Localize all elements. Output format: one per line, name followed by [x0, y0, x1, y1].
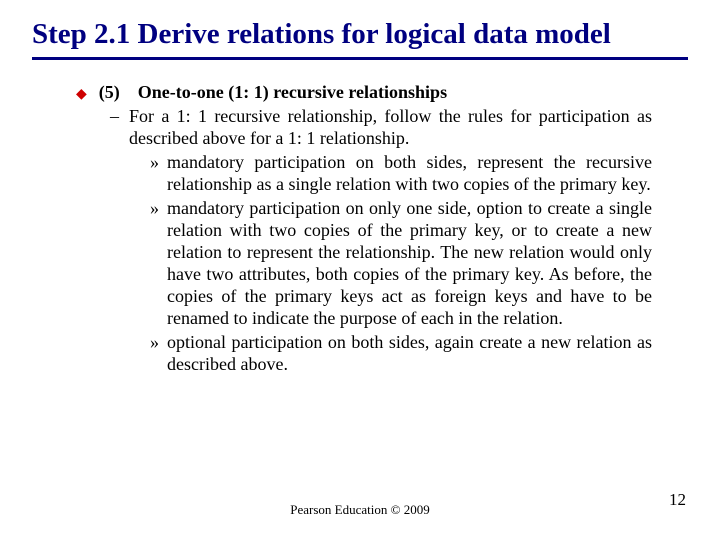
page-number: 12 [669, 490, 686, 510]
raquo-icon: » [150, 332, 159, 376]
item-heading: One-to-one (1: 1) recursive relationship… [138, 82, 447, 102]
title-underline [32, 57, 688, 60]
raquo-icon: » [150, 198, 159, 330]
bullet-level1: ◆ (5) One-to-one (1: 1) recursive relatio… [76, 82, 688, 104]
level3-text: mandatory participation on only one side… [167, 198, 688, 330]
dash-icon: – [110, 106, 119, 150]
level3-text: mandatory participation on both sides, r… [167, 152, 688, 196]
diamond-icon: ◆ [76, 86, 87, 104]
item-number: (5) [99, 82, 120, 102]
footer-text: Pearson Education © 2009 [0, 502, 720, 518]
level2-text: For a 1: 1 recursive relationship, follo… [129, 106, 688, 150]
level3-text: optional participation on both sides, ag… [167, 332, 688, 376]
bullet-level3: » optional participation on both sides, … [150, 332, 688, 376]
slide-content: ◆ (5) One-to-one (1: 1) recursive relatio… [32, 82, 688, 375]
raquo-icon: » [150, 152, 159, 196]
bullet-level3: » mandatory participation on only one si… [150, 198, 688, 330]
bullet-level2: – For a 1: 1 recursive relationship, fol… [110, 106, 688, 150]
level1-text: (5) One-to-one (1: 1) recursive relations… [99, 82, 447, 104]
slide-title: Step 2.1 Derive relations for logical da… [32, 18, 688, 51]
bullet-level3: » mandatory participation on both sides,… [150, 152, 688, 196]
